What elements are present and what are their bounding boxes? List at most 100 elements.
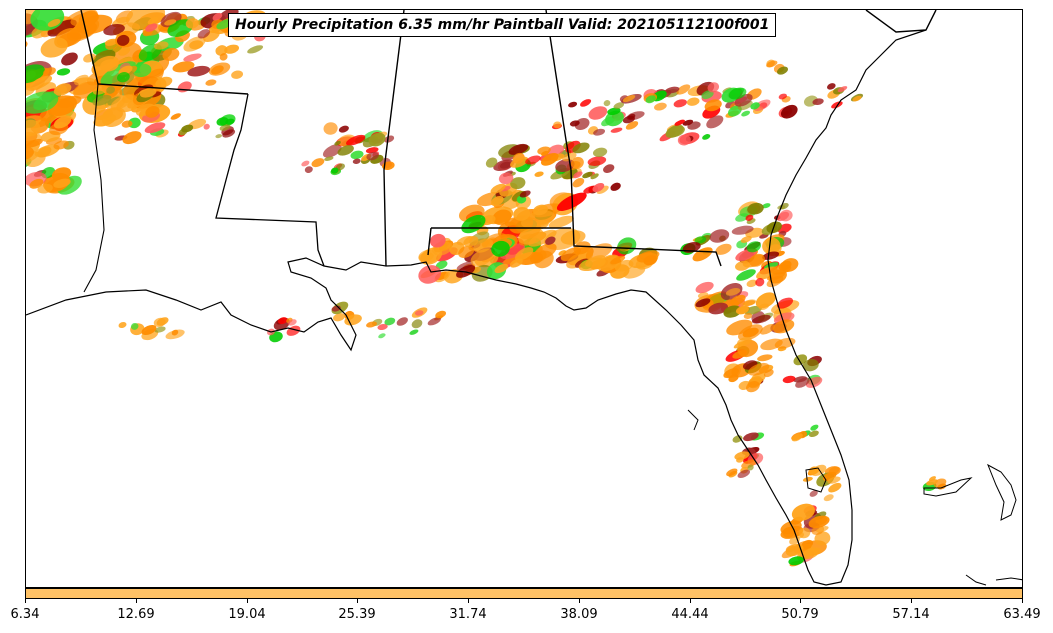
precip-paintball [808,515,830,529]
state-boundary [545,10,722,267]
precip-paintball [592,147,608,157]
precip-paintball [492,209,512,225]
precip-paintball [365,147,379,154]
precip-paintball [519,190,531,198]
colorbar-tick [800,599,801,603]
precip-paintball [812,98,824,106]
precip-paintball [141,324,157,336]
bay [687,409,699,431]
precip-paintball [686,97,700,106]
precip-paintball [837,86,848,93]
colorbar-tick-label: 12.69 [117,607,155,622]
precip-paintball [610,127,623,133]
precip-paintball [352,158,361,164]
precip-paintball [573,241,591,255]
precip-paintball [795,377,810,388]
map-canvas [26,10,1022,586]
precip-paintball [654,102,667,111]
precip-paintball [755,277,765,287]
precip-paintball [587,156,607,166]
precip-paintball [828,466,840,475]
precip-paintball [177,81,192,93]
precip-paintball [603,164,615,173]
precip-paintball [37,183,53,194]
precip-paintball [498,172,514,185]
precip-paintball [525,155,541,165]
colorbar-tick-label: 63.49 [1003,607,1041,622]
precip-paintball [665,86,680,94]
precip-paintball [26,40,28,53]
state-boundary [83,83,105,293]
precip-paintball [733,341,746,349]
precip-paintball [695,281,714,294]
precip-paintball [384,135,395,143]
precip-paintball [132,63,152,78]
precip-paintball [746,241,761,253]
precip-paintball [645,95,656,104]
colorbar-tick-label: 19.04 [228,607,266,622]
precip-paintball [541,150,549,156]
precip-paintball [735,306,749,315]
precip-paintball [366,321,377,328]
precip-paintball [603,100,611,107]
precip-paintball [333,313,345,322]
precip-paintball [37,146,52,158]
precip-paintball [277,317,288,325]
precip-paintball [56,68,71,76]
precip-paintball [723,305,742,318]
precip-paintball [171,329,179,336]
precip-paintball [427,317,441,326]
precip-paintball [677,134,691,146]
precip-paintball [384,317,396,326]
precip-paintball [490,183,506,194]
precip-paintball [533,204,548,216]
precip-paintball [811,464,827,477]
colorbar [25,588,1023,599]
colorbar-tick-label: 38.09 [560,607,598,622]
precip-paintball [215,134,223,139]
precip-paintball [51,167,72,181]
precip-paintball [510,156,529,168]
precip-paintball [337,145,354,156]
precip-paintball [692,247,713,262]
state-boundary [215,93,325,267]
precip-paintball [212,12,223,21]
precip-paintball [729,294,746,306]
precip-paintball [545,236,556,245]
precip-paintball [147,16,159,25]
precip-paintball [26,119,41,137]
colorbar-tick-label: 25.39 [338,607,376,622]
precip-paintball [145,23,158,32]
precip-paintball [334,140,341,146]
precip-paintball [418,265,442,284]
island [923,477,973,497]
precip-paintball [219,53,228,61]
precip-paintball [780,258,799,273]
precip-paintball [613,102,625,109]
precip-paintball [456,261,474,271]
precipitation-paintballs [26,10,947,567]
precip-paintball [753,99,771,111]
precip-paintball [592,182,605,193]
precip-paintball [553,121,562,129]
precip-paintball [148,68,164,79]
precip-paintball [734,451,750,460]
precip-paintball [323,122,338,135]
precip-paintball [622,94,636,103]
precip-paintball [788,556,804,566]
colorbar-tick-label: 6.34 [10,607,40,622]
precip-paintball [508,143,529,155]
colorbar-tick [136,599,137,603]
precip-paintball [47,19,77,37]
precip-paintball [26,64,45,84]
precip-paintball [53,178,71,188]
precip-paintball [222,129,236,138]
precip-paintball [588,106,608,120]
precip-paintball [791,433,803,442]
precip-paintball [304,166,313,173]
lake [805,467,827,493]
precip-paintball [493,159,515,171]
state-boundary [383,10,405,267]
precip-paintball [673,99,687,108]
precip-paintball [463,235,479,248]
